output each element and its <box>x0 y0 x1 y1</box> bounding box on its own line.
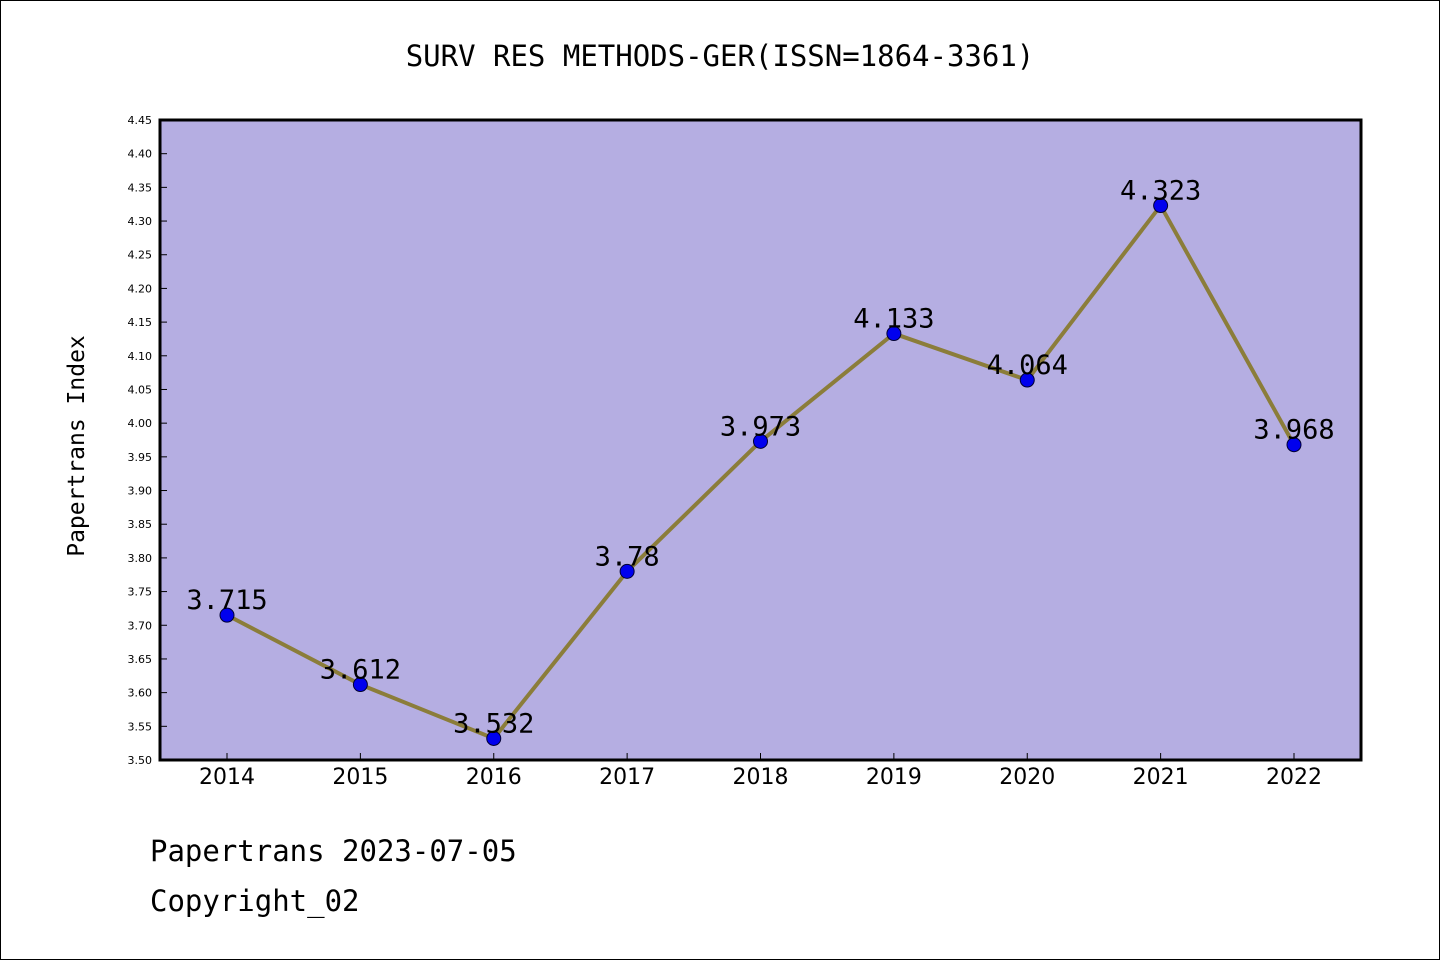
y-tick-label: 4.05 <box>128 383 153 396</box>
x-tick-label: 2018 <box>733 765 789 790</box>
data-label: 3.968 <box>1253 415 1334 446</box>
data-point <box>753 433 768 449</box>
x-tick-label: 2015 <box>332 765 388 790</box>
y-tick-label: 4.40 <box>128 148 153 161</box>
data-point <box>486 730 502 746</box>
y-tick-label: 3.90 <box>128 485 153 498</box>
data-point <box>1153 198 1169 214</box>
y-tick-label: 4.15 <box>128 316 153 329</box>
footer-copyright: Copyright_02 <box>150 884 360 918</box>
data-label: 3.612 <box>320 655 401 686</box>
data-point <box>352 677 368 693</box>
y-tick-label: 3.60 <box>128 687 153 700</box>
data-point <box>886 326 902 342</box>
data-point <box>219 607 235 623</box>
y-tick-label: 4.00 <box>128 417 153 430</box>
y-tick-label: 4.20 <box>128 282 153 295</box>
data-point <box>1286 437 1302 453</box>
y-tick-label: 3.65 <box>128 653 153 666</box>
data-label: 4.064 <box>987 350 1068 381</box>
data-point <box>1019 372 1035 388</box>
data-label: 4.133 <box>853 304 934 335</box>
data-point <box>619 563 635 579</box>
data-label: 3.78 <box>595 541 660 572</box>
x-axis: 2014 2015 2016 2017 2018 2019 2020 2021 2022 <box>199 753 1322 790</box>
y-tick-label: 3.55 <box>128 720 153 733</box>
data-label: 3.532 <box>453 708 534 739</box>
y-tick-label: 3.80 <box>128 552 153 565</box>
y-tick-label: 4.10 <box>128 350 153 363</box>
y-axis: 3.50 3.55 3.60 3.65 3.70 3.75 3.80 3.85 3.90 3.95… <box>128 114 167 767</box>
x-tick-label: 2017 <box>599 765 655 790</box>
y-tick-label: 3.70 <box>128 619 153 632</box>
y-tick-label: 4.35 <box>128 181 153 194</box>
x-tick-label: 2016 <box>466 765 522 790</box>
footer-source-date: Papertrans 2023-07-05 <box>150 834 517 868</box>
data-label: 3.973 <box>720 411 801 442</box>
x-tick-label: 2021 <box>1133 765 1189 790</box>
x-tick-label: 2020 <box>999 765 1055 790</box>
x-tick-label: 2022 <box>1266 765 1322 790</box>
y-axis-label: Papertrans Index <box>64 335 90 557</box>
y-tick-label: 4.45 <box>128 114 153 127</box>
x-tick-label: 2019 <box>866 765 922 790</box>
chart-title: SURV RES METHODS-GER(ISSN=1864-3361) <box>406 39 1035 73</box>
data-label: 3.715 <box>186 585 267 616</box>
y-tick-label: 3.85 <box>128 518 153 531</box>
y-tick-label: 3.50 <box>128 754 153 767</box>
y-tick-label: 3.75 <box>128 586 153 599</box>
y-tick-label: 4.30 <box>128 215 153 228</box>
data-label: 4.323 <box>1120 176 1201 207</box>
y-tick-label: 4.25 <box>128 249 153 262</box>
series: 3.715 3.612 3.532 3.78 3.973 4.133 4.064 4.323 3… <box>186 176 1335 746</box>
x-tick-label: 2014 <box>199 765 255 790</box>
y-tick-label: 3.95 <box>128 451 153 464</box>
